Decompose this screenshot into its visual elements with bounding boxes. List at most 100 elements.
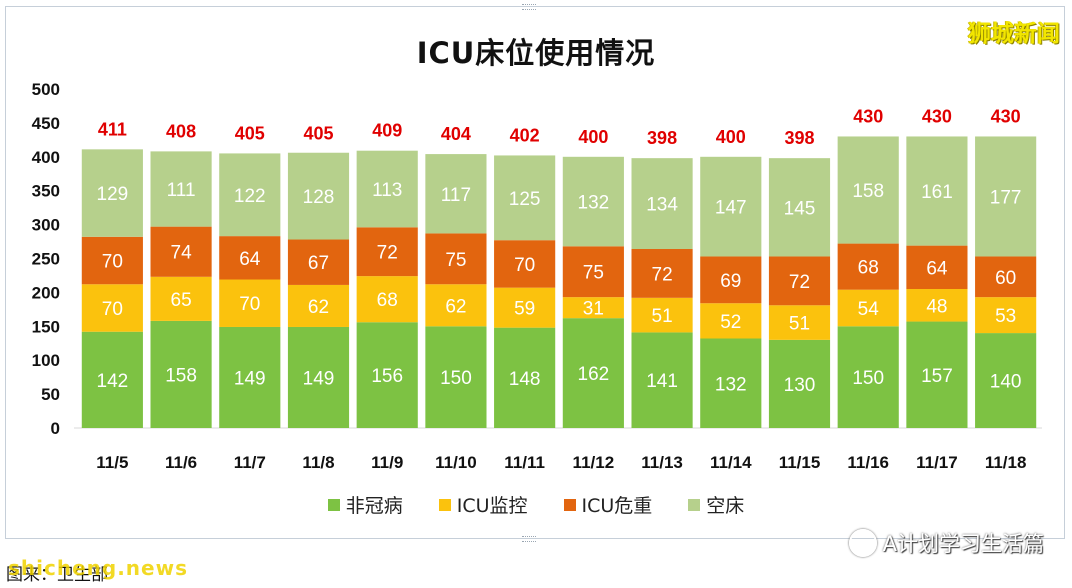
bar-segment — [631, 249, 693, 298]
segment-label: 134 — [646, 195, 678, 216]
x-tick-label: 11/14 — [710, 453, 752, 472]
segment-label: 132 — [715, 374, 747, 395]
segment-label: 129 — [97, 184, 129, 205]
bar-segment — [562, 246, 624, 298]
segment-label: 141 — [646, 371, 678, 392]
segment-label: 148 — [509, 369, 541, 390]
legend-swatch — [563, 498, 576, 511]
bar-segment — [494, 155, 556, 241]
resize-handle-bottom[interactable] — [522, 536, 536, 542]
footer-watermark: shicheng.news — [8, 556, 188, 580]
segment-label: 145 — [784, 198, 816, 219]
legend-item: 非冠病 — [327, 491, 403, 518]
segment-label: 52 — [720, 312, 741, 333]
segment-label: 156 — [371, 366, 403, 387]
segment-label: 111 — [167, 180, 196, 201]
total-label: 398 — [647, 128, 677, 148]
bar-segment — [150, 320, 212, 428]
y-tick-label: 300 — [32, 216, 60, 235]
segment-label: 150 — [440, 368, 472, 389]
bar-segment — [150, 276, 212, 321]
bar-segment — [356, 227, 418, 277]
bar-segment — [906, 321, 968, 428]
bar-segment — [81, 284, 143, 332]
bar-segment — [700, 256, 762, 304]
segment-label: 130 — [784, 375, 816, 396]
segment-label: 72 — [377, 243, 398, 264]
bar-segment — [150, 226, 212, 277]
segment-label: 72 — [789, 272, 810, 293]
bar-segment — [219, 153, 281, 237]
segment-label: 117 — [441, 185, 471, 206]
bar-segment — [287, 152, 350, 240]
segment-label: 75 — [445, 250, 466, 271]
bar-segment — [562, 318, 624, 428]
x-tick-label: 11/5 — [96, 453, 128, 472]
segment-label: 140 — [990, 372, 1022, 393]
segment-label: 158 — [852, 181, 884, 202]
bar-segment — [768, 305, 831, 340]
segment-label: 31 — [583, 299, 604, 320]
bar-segment — [494, 327, 556, 428]
resize-handle-top[interactable] — [522, 4, 536, 10]
segment-label: 51 — [652, 306, 673, 327]
x-tick-label: 11/8 — [302, 453, 334, 472]
bar-segment — [975, 136, 1037, 257]
total-label: 398 — [784, 128, 814, 148]
y-tick-label: 400 — [32, 148, 60, 167]
y-tick-label: 150 — [32, 317, 60, 336]
bar-segment — [700, 338, 762, 428]
bar-segment — [906, 245, 968, 290]
segment-label: 70 — [102, 299, 123, 320]
x-tick-label: 11/9 — [371, 453, 403, 472]
segment-label: 75 — [583, 263, 604, 284]
x-tick-label: 11/12 — [573, 453, 615, 472]
segment-label: 62 — [445, 296, 466, 317]
y-tick-label: 50 — [41, 385, 60, 404]
bar-segment — [562, 297, 624, 319]
segment-label: 68 — [377, 290, 398, 311]
bar-segment — [768, 256, 831, 306]
y-tick-label: 450 — [32, 114, 60, 133]
total-label: 405 — [235, 123, 265, 143]
segment-label: 64 — [239, 249, 261, 270]
segment-label: 53 — [995, 306, 1016, 327]
segment-label: 65 — [171, 290, 192, 311]
segment-label: 142 — [97, 371, 129, 392]
segment-label: 62 — [308, 297, 329, 318]
x-tick-label: 11/15 — [779, 453, 821, 472]
segment-label: 59 — [514, 299, 535, 320]
bar-segment — [975, 333, 1037, 428]
y-tick-label: 350 — [32, 182, 60, 201]
segment-label: 125 — [509, 189, 541, 210]
bar-segment — [356, 150, 418, 228]
total-label: 402 — [510, 125, 540, 145]
chart-legend: 非冠病 ICU监控 ICU危重 空床 — [0, 491, 1072, 518]
segment-label: 157 — [921, 366, 953, 387]
y-tick-label: 250 — [32, 250, 60, 269]
segment-label: 132 — [578, 193, 610, 214]
bar-segment — [219, 326, 281, 428]
segment-label: 149 — [234, 368, 266, 389]
bar-segment — [425, 326, 487, 428]
bar-segment — [287, 284, 350, 327]
segment-label: 70 — [514, 255, 535, 276]
total-label: 430 — [991, 106, 1021, 126]
segment-label: 150 — [852, 368, 884, 389]
segment-label: 68 — [858, 258, 879, 279]
total-label: 408 — [166, 121, 196, 141]
legend-label: ICU监控 — [456, 495, 528, 517]
x-tick-label: 11/17 — [916, 453, 958, 472]
bar-segment — [906, 289, 968, 322]
bar-segment — [81, 236, 143, 285]
total-label: 400 — [578, 127, 608, 147]
legend-label: ICU危重 — [581, 495, 653, 517]
bar-segment — [837, 243, 899, 290]
y-tick-label: 0 — [51, 419, 60, 438]
segment-label: 60 — [995, 268, 1016, 289]
bar-segment — [425, 284, 487, 327]
bar-segment — [768, 339, 831, 428]
bar-segment — [287, 326, 350, 428]
bar-segment — [768, 158, 831, 257]
